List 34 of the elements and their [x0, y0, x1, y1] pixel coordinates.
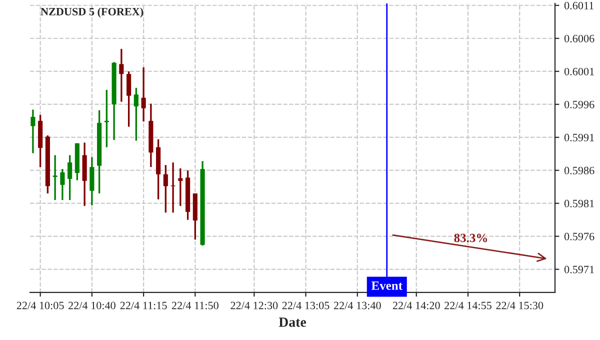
candlestick — [126, 70, 132, 128]
y-tick-label: 0.5991 — [564, 134, 594, 142]
y-tick-label: 0.6011 — [564, 2, 594, 10]
x-tick-label: 22/4 12:30 — [230, 302, 278, 310]
candlestick — [119, 48, 124, 103]
candlestick — [134, 87, 138, 142]
x-tick-label: 22/4 13:40 — [334, 302, 381, 310]
y-tick-label: 0.5981 — [564, 200, 594, 208]
ref-line-label: Event — [371, 282, 402, 290]
chart-title: NZDUSD 5 (FOREX) — [40, 8, 144, 18]
x-tick-label: 22/4 11:50 — [172, 302, 218, 310]
x-tick-label: 22/4 10:40 — [68, 302, 116, 310]
candlestick — [68, 154, 72, 201]
x-tick-label: 22/4 10:05 — [16, 302, 64, 310]
candlestick — [30, 108, 36, 154]
y-tick-label: 0.5971 — [564, 266, 594, 274]
y-tick-label: 0.6001 — [564, 68, 594, 76]
annotation: 83.3% — [454, 234, 488, 242]
x-tick-label: 22/4 14:20 — [392, 302, 440, 310]
candlestick — [163, 164, 168, 214]
y-tick-label: 0.5996 — [564, 100, 594, 108]
candlestick — [90, 156, 94, 206]
candlestick — [178, 168, 183, 207]
x-tick-label: 22/4 14:55 — [444, 302, 492, 310]
y-tick-label: 0.5986 — [564, 166, 594, 174]
y-tick-label: 0.6006 — [564, 34, 594, 42]
x-axis-title: Date — [278, 318, 306, 327]
candlestick — [141, 66, 146, 122]
y-tick-label: 0.5976 — [564, 232, 594, 240]
x-tick-label: 22/4 15:30 — [496, 302, 544, 310]
candlestick — [60, 168, 65, 201]
x-tick-label: 22/4 11:15 — [120, 302, 167, 310]
candlestick — [52, 154, 58, 201]
x-tick-label: 22/4 13:05 — [282, 302, 330, 310]
